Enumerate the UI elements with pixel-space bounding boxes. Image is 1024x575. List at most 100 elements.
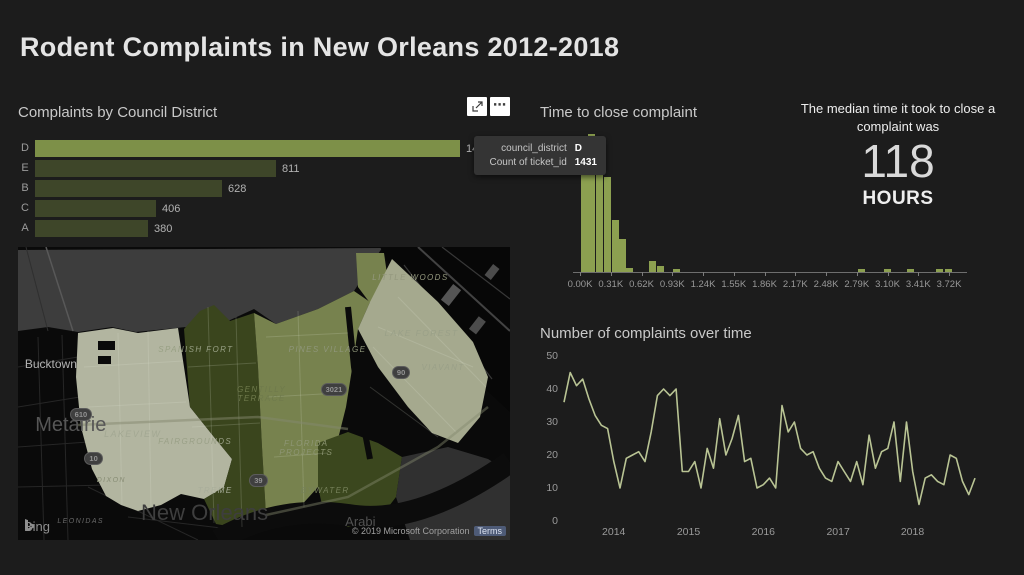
card-text: The median time it took to close a compl… xyxy=(800,101,996,134)
bing-logo-text: Bing xyxy=(24,519,51,534)
x-tick-label: 3.72K xyxy=(936,279,962,290)
bar-tooltip: council_district D Count of ticket_id 14… xyxy=(474,136,606,175)
x-tick-label: 2014 xyxy=(602,526,626,538)
y-tick-label: 20 xyxy=(546,449,558,461)
x-tick-label: 0.00K xyxy=(567,279,593,290)
complaints-line[interactable] xyxy=(563,371,976,506)
bar-category-label: B xyxy=(21,182,29,194)
y-tick-label: 40 xyxy=(546,383,558,395)
histogram-bar[interactable] xyxy=(884,269,892,272)
bar-category-label: D xyxy=(21,142,29,154)
x-tick-mark xyxy=(703,272,704,276)
road-shield: 610 xyxy=(69,408,93,422)
tooltip-label: Count of ticket_id xyxy=(489,157,567,168)
line-chart-title: Number of complaints over time xyxy=(540,325,752,342)
x-tick-label: 1.55K xyxy=(721,279,747,290)
x-tick-label: 0.93K xyxy=(659,279,685,290)
x-tick-label: 2.79K xyxy=(844,279,870,290)
histogram-bar[interactable] xyxy=(906,269,914,272)
histogram-bar[interactable] xyxy=(626,268,634,272)
histogram-bar[interactable] xyxy=(588,134,596,272)
line-chart-svg xyxy=(563,371,976,506)
x-tick-mark xyxy=(580,272,581,276)
visual-header: ⋯ xyxy=(467,97,510,116)
card-value: 118 xyxy=(861,135,935,188)
x-tick-label: 2018 xyxy=(900,526,925,538)
map-base xyxy=(18,247,510,540)
focus-mode-icon[interactable] xyxy=(467,97,487,116)
histogram-bar[interactable] xyxy=(672,269,680,272)
x-tick-label: 1.86K xyxy=(752,279,777,290)
terms-link[interactable]: Terms xyxy=(473,526,506,536)
y-tick-label: 0 xyxy=(552,515,558,527)
x-tick-label: 2017 xyxy=(826,526,850,538)
road-shield: 3021 xyxy=(320,383,348,397)
histogram-bar[interactable] xyxy=(581,138,589,272)
x-tick-mark xyxy=(764,272,766,276)
x-tick-mark xyxy=(918,272,920,276)
bar-row: D1431 xyxy=(18,140,518,157)
bar-value-label: 811 xyxy=(282,163,300,175)
histogram-bar[interactable] xyxy=(649,261,657,272)
bar-row: E 811 xyxy=(18,160,518,177)
x-tick-mark xyxy=(610,272,612,276)
y-tick-label: 10 xyxy=(546,482,558,494)
x-tick-label: 3.10K xyxy=(875,279,900,290)
histogram-bar[interactable] xyxy=(596,159,604,272)
complaints-over-time-chart[interactable]: 50 40 30 20 10 0 2014 2015 2016 2017 2018 xyxy=(540,340,1024,550)
x-tick-mark xyxy=(949,272,950,276)
histogram-bar[interactable] xyxy=(936,269,944,272)
bing-logo[interactable]: Bing xyxy=(24,519,50,534)
bar-value-label: 628 xyxy=(228,183,247,195)
bar-value-label: 380 xyxy=(154,223,173,235)
histogram-bar[interactable] xyxy=(611,220,619,272)
histogram-bar[interactable] xyxy=(858,269,866,272)
bing-logo-glyph xyxy=(25,519,34,531)
histogram-title: Time to close complaint xyxy=(540,104,698,121)
x-tick-mark xyxy=(856,272,858,276)
copyright-text: © 2019 Microsoft Corporation xyxy=(351,526,470,536)
bar-row: B 628 xyxy=(18,180,518,197)
council-bar-chart[interactable]: D1431 E 811 B 628 C 406 A 380 xyxy=(18,140,518,240)
histogram-bar[interactable] xyxy=(604,177,612,272)
bar-category-label: E xyxy=(21,162,29,174)
more-options-icon[interactable]: ⋯ xyxy=(490,97,510,116)
time-to-close-histogram[interactable]: 0.00K 0.31K 0.62K 0.93K 1.24K 1.55K 1.86K 2.17K… xyxy=(565,130,975,295)
bar-chart-title: Complaints by Council District xyxy=(18,104,218,121)
road-shield: 90 xyxy=(391,365,411,379)
y-tick-label: 30 xyxy=(546,416,558,428)
page-title: Rodent Complaints in New Orleans 2012-20… xyxy=(20,32,620,62)
district-map[interactable]: Bing © 2019 Microsoft Corporation Terms … xyxy=(18,247,510,540)
x-tick-mark xyxy=(826,272,827,276)
bar[interactable] xyxy=(35,220,148,237)
x-tick-mark xyxy=(672,272,674,276)
bar-category-label: C xyxy=(21,202,29,214)
x-tick-label: 2.48K xyxy=(813,279,839,290)
bar[interactable] xyxy=(35,160,276,177)
x-tick-label: 2.17K xyxy=(782,279,808,290)
median-hours-card: The median time it took to close a compl… xyxy=(780,100,1016,210)
x-tick-mark xyxy=(887,272,889,276)
histogram-bar[interactable] xyxy=(944,269,952,272)
road-shield: 10 xyxy=(84,452,103,466)
bar-category-label: A xyxy=(21,222,29,234)
tooltip-value: 1431 xyxy=(574,157,597,168)
x-tick-label: 0.31K xyxy=(598,279,624,290)
road-shield: 39 xyxy=(249,474,268,488)
x-tick-label: 2015 xyxy=(676,526,701,538)
x-tick-label: 2016 xyxy=(751,526,775,538)
x-tick-mark xyxy=(795,272,797,276)
bar[interactable] xyxy=(35,180,222,197)
tooltip-value: D xyxy=(574,143,582,154)
map-attribution: © 2019 Microsoft Corporation Terms xyxy=(352,526,506,536)
y-tick-label: 50 xyxy=(546,350,558,362)
card-unit: HOURS xyxy=(862,187,934,209)
histogram-bar[interactable] xyxy=(657,266,665,272)
focus-mode-glyph xyxy=(471,101,483,112)
histogram-bar[interactable] xyxy=(619,239,627,272)
x-tick-label: 3.41K xyxy=(905,279,931,290)
bar[interactable] xyxy=(35,140,460,157)
bar[interactable] xyxy=(35,200,156,217)
tooltip-label: council_district xyxy=(501,143,567,154)
